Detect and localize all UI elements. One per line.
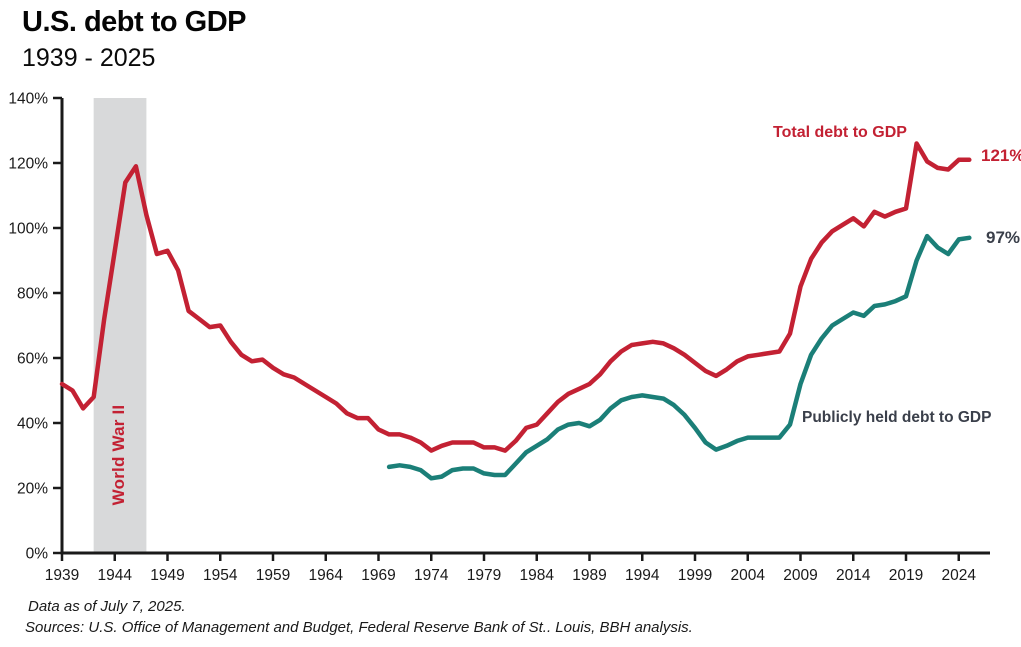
x-tick-label: 1974 bbox=[414, 567, 449, 584]
debt-to-gdp-chart: 0% 20% 40% 60% 80% 100% 120% 140% 1939 1944 1949 19… bbox=[8, 91, 1021, 585]
total-debt-line-label: Total debt to GDP bbox=[773, 124, 907, 141]
sources-note: Sources: U.S. Office of Management and B… bbox=[25, 619, 693, 636]
x-tick-label: 1944 bbox=[98, 567, 133, 584]
page-subtitle: 1939 - 2025 bbox=[22, 44, 156, 72]
y-axis-ticks: 0% 20% 40% 60% 80% 100% 120% 140% bbox=[8, 91, 62, 563]
x-tick-label: 1959 bbox=[256, 567, 290, 584]
data-as-of-note: Data as of July 7, 2025. bbox=[28, 598, 186, 615]
x-tick-label: 1939 bbox=[45, 567, 79, 584]
x-tick-label: 2004 bbox=[731, 567, 766, 584]
x-tick-label: 1964 bbox=[309, 567, 344, 584]
page-title: U.S. debt to GDP bbox=[22, 6, 247, 38]
chart-canvas: 0%20%40%60%80%100%120%140%1939 1944 1949 19… bbox=[8, 91, 990, 584]
total-debt-line bbox=[59, 141, 972, 453]
x-tick-label: 1984 bbox=[520, 567, 555, 584]
axes bbox=[60, 98, 990, 555]
y-tick-label: 60% bbox=[17, 351, 48, 368]
x-tick-label: 1969 bbox=[361, 567, 395, 584]
x-tick-label: 1954 bbox=[203, 567, 238, 584]
y-tick-label: 20% bbox=[17, 481, 48, 498]
publicly-held-line-label: Publicly held debt to GDP bbox=[802, 409, 992, 426]
x-tick-label: 2019 bbox=[889, 567, 923, 584]
y-tick-label: 120% bbox=[8, 156, 48, 173]
x-tick-label: 1989 bbox=[572, 567, 606, 584]
publicly-held-end-value: 97% bbox=[986, 228, 1021, 247]
y-tick-label: 40% bbox=[17, 416, 48, 433]
x-tick-label: 1979 bbox=[467, 567, 501, 584]
y-tick-label: 0% bbox=[26, 546, 49, 563]
y-tick-label: 80% bbox=[17, 286, 48, 303]
x-tick-label: 1949 bbox=[150, 567, 184, 584]
publicly-held-debt-line bbox=[386, 233, 972, 481]
total-debt-end-value: 121% bbox=[981, 146, 1021, 165]
y-tick-label: 100% bbox=[8, 221, 48, 238]
y-tick-label: 140% bbox=[8, 91, 48, 108]
x-tick-label: 2024 bbox=[942, 567, 977, 584]
x-axis-ticks: 1939 1944 1949 1954 1959 1964 1969 1974 1979 1984… bbox=[45, 553, 977, 584]
x-tick-label: 2014 bbox=[836, 567, 871, 584]
x-tick-label: 1999 bbox=[678, 567, 712, 584]
wwii-band-label: World War II bbox=[109, 404, 128, 506]
x-tick-label: 2009 bbox=[783, 567, 817, 584]
x-tick-label: 1994 bbox=[625, 567, 660, 584]
